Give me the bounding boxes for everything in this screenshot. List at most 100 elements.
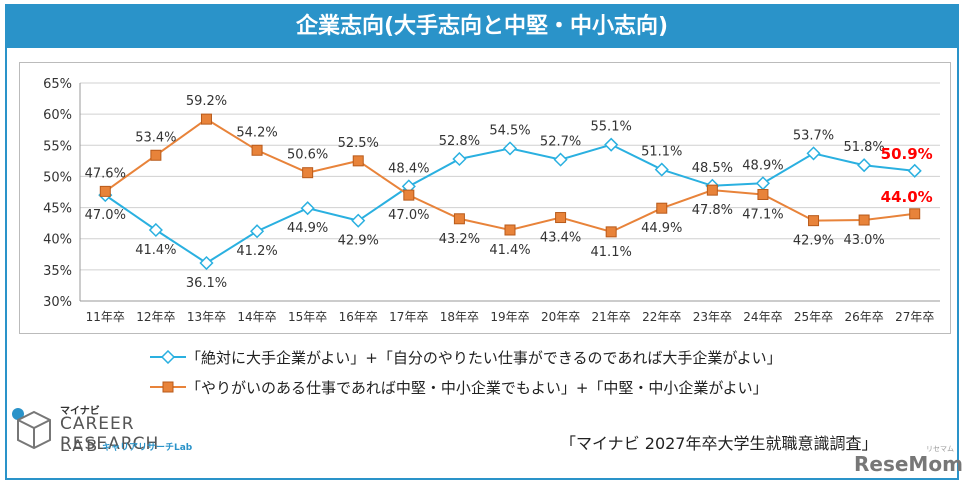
y-tick-label: 40% <box>43 233 72 248</box>
data-label: 41.2% <box>236 244 277 259</box>
data-label: 48.9% <box>742 158 783 173</box>
legend-marker-square-icon <box>150 381 186 393</box>
x-tick-label: 13年卒 <box>187 310 226 324</box>
data-point-series2 <box>858 214 870 226</box>
data-label: 51.8% <box>843 140 884 155</box>
data-label: 51.1% <box>641 145 682 160</box>
x-tick-label: 25年卒 <box>794 310 833 324</box>
data-point-series2 <box>757 188 769 200</box>
chart-title: 企業志向(大手志向と中堅・中小志向) <box>7 6 957 48</box>
data-label: 53.4% <box>135 130 176 145</box>
data-label: 52.8% <box>439 134 480 149</box>
data-label: 47.8% <box>692 203 733 218</box>
chart-frame: 企業志向(大手志向と中堅・中小志向) 30% 35% 40% 45% 50% 55% 60%… <box>5 4 959 480</box>
legend-item-series2: 「やりがいのある仕事であれば中堅・中小企業でもよい」+「中堅・中小企業がよい」 <box>150 372 782 402</box>
data-label: 47.6% <box>85 166 126 181</box>
logo-lab-text: LAB <box>60 436 101 455</box>
data-label: 47.1% <box>742 207 783 222</box>
data-point-series2 <box>302 167 314 179</box>
x-tick-label: 23年卒 <box>693 310 732 324</box>
logo-sub-text: キャリアリサーチLab <box>102 443 193 453</box>
data-label: 42.9% <box>793 234 834 249</box>
cube-logo-icon <box>12 408 51 450</box>
data-label: 48.5% <box>692 161 733 176</box>
data-label: 44.0% <box>881 188 933 206</box>
data-label: 47.0% <box>388 208 429 223</box>
data-label: 54.2% <box>236 125 277 140</box>
logo-brand-text: マイナビ <box>60 406 100 417</box>
watermark-logo: ReseMom <box>854 452 963 476</box>
data-point-series2 <box>453 213 465 225</box>
data-label: 50.9% <box>881 145 933 163</box>
data-label: 52.5% <box>338 136 379 151</box>
legend-marker-diamond-icon <box>150 350 186 364</box>
x-tick-label: 18年卒 <box>440 310 479 324</box>
y-tick-label: 60% <box>43 108 72 123</box>
data-point-series2 <box>403 189 415 201</box>
legend-label-series1: 「絶対に大手企業がよい」+「自分のやりたい仕事ができるのであれば大手企業がよい」 <box>186 348 782 367</box>
data-point-series2 <box>656 202 668 214</box>
x-tick-label: 20年卒 <box>541 310 580 324</box>
y-tick-label: 30% <box>43 295 72 310</box>
data-label: 48.4% <box>388 161 429 176</box>
x-tick-label: 11年卒 <box>86 310 125 324</box>
data-point-series2 <box>555 212 567 224</box>
data-point-series1 <box>806 146 821 161</box>
data-point-series2 <box>200 113 212 125</box>
data-label: 41.4% <box>489 243 530 258</box>
data-point-series1 <box>300 201 315 216</box>
x-tick-label: 12年卒 <box>136 310 175 324</box>
data-point-series2 <box>150 149 162 161</box>
data-label: 47.0% <box>85 208 126 223</box>
y-tick-label: 55% <box>43 139 72 154</box>
data-point-series1 <box>199 255 214 271</box>
data-label: 41.4% <box>135 243 176 258</box>
data-label: 55.1% <box>591 120 632 135</box>
data-point-series2 <box>706 184 718 196</box>
data-label: 42.9% <box>338 234 379 249</box>
data-point-series2 <box>504 224 516 236</box>
data-point-series2 <box>808 215 820 227</box>
x-tick-label: 21年卒 <box>592 310 631 324</box>
x-tick-label: 26年卒 <box>844 310 883 324</box>
data-label: 41.1% <box>591 245 632 260</box>
data-point-series1 <box>553 152 568 167</box>
data-label: 54.5% <box>489 123 530 138</box>
data-point-series1 <box>452 151 467 167</box>
data-point-series1 <box>857 158 872 173</box>
data-point-series1 <box>755 176 771 191</box>
data-point-series1 <box>148 222 163 238</box>
data-point-series1 <box>249 224 265 239</box>
legend-item-series1: 「絶対に大手企業がよい」+「自分のやりたい仕事ができるのであれば大手企業がよい」 <box>150 342 782 372</box>
y-tick-label: 65% <box>43 77 72 92</box>
y-tick-label: 45% <box>43 202 72 217</box>
data-label: 43.4% <box>540 231 581 246</box>
data-label: 43.2% <box>439 232 480 247</box>
x-tick-label: 15年卒 <box>288 310 327 324</box>
career-research-lab-logo: マイナビ CAREER RESEARCH LAB キャリアリサーチLab <box>10 396 210 476</box>
legend-label-series2: 「やりがいのある仕事であれば中堅・中小企業でもよい」+「中堅・中小企業がよい」 <box>186 378 768 397</box>
data-point-series1 <box>654 162 669 177</box>
data-label: 59.2% <box>186 94 227 109</box>
line-chart: 30% 35% 40% 45% 50% 55% 60% 65% 11年卒 12年卒 13年卒 14年卒… <box>43 77 940 324</box>
data-point-series2 <box>99 185 111 197</box>
data-point-series1 <box>351 213 366 228</box>
data-label: 43.0% <box>843 233 884 248</box>
plot-area: 30% 35% 40% 45% 50% 55% 60% 65% 11年卒 12年卒 13年卒 14年卒… <box>19 62 951 334</box>
x-tick-label: 17年卒 <box>389 310 428 324</box>
data-point-series2 <box>605 226 617 238</box>
data-point-series2 <box>251 144 263 156</box>
watermark-sub: リセマム <box>926 445 954 453</box>
y-tick-label: 35% <box>43 264 72 279</box>
x-tick-label: 19年卒 <box>490 310 529 324</box>
x-tick-label: 24年卒 <box>743 310 782 324</box>
data-label: 52.7% <box>540 135 581 150</box>
data-label: 53.7% <box>793 128 834 143</box>
x-tick-label: 22年卒 <box>642 310 681 324</box>
data-label: 44.9% <box>641 221 682 236</box>
x-tick-label: 27年卒 <box>895 310 934 324</box>
x-tick-label: 16年卒 <box>339 310 378 324</box>
data-point-series2 <box>352 155 364 167</box>
x-tick-label: 14年卒 <box>237 310 276 324</box>
source-note: 「マイナビ 2027年卒大学生就職意識調査」 <box>560 434 878 453</box>
